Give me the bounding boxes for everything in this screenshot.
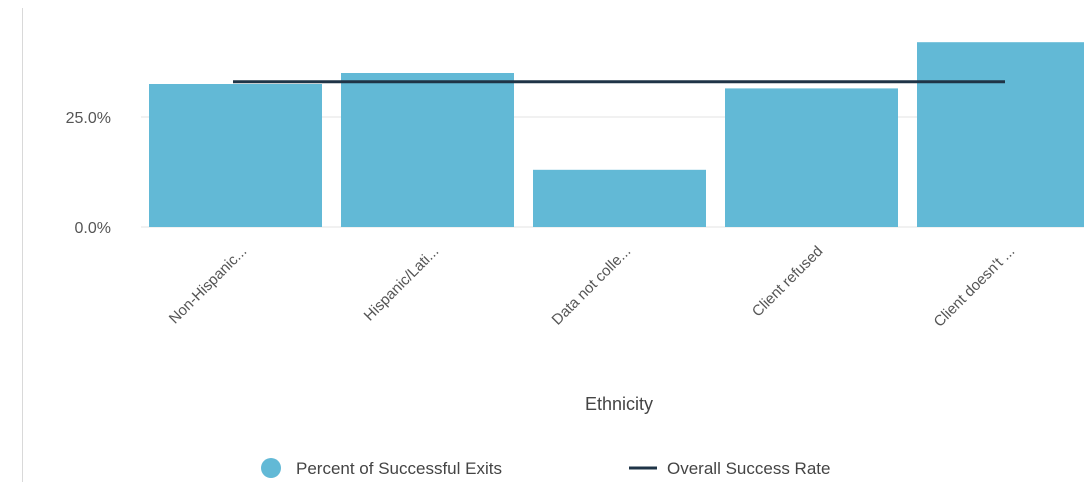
legend-swatch-bar	[261, 458, 281, 478]
legend-label: Percent of Successful Exits	[296, 459, 502, 478]
bar[interactable]	[725, 88, 898, 228]
x-tick-label: Hispanic/Lati...	[361, 243, 443, 325]
x-tick-label: Data not colle...	[549, 243, 635, 329]
x-axis-title: Ethnicity	[585, 394, 653, 414]
bars	[149, 42, 1084, 228]
x-axis: Non-Hispanic... Hispanic/Lati... Data not …	[166, 243, 1019, 331]
y-tick-label: 0.0%	[75, 220, 111, 237]
bar[interactable]	[917, 42, 1084, 228]
x-tick-label: Client doesn't ...	[931, 243, 1019, 331]
bar[interactable]	[149, 84, 322, 227]
left-divider	[22, 8, 23, 482]
y-tick-label: 25.0%	[66, 110, 111, 127]
bar[interactable]	[533, 169, 706, 227]
legend-label: Overall Success Rate	[667, 459, 830, 478]
legend: Percent of Successful Exits Overall Succe…	[261, 458, 830, 478]
x-tick-label: Non-Hispanic...	[166, 243, 251, 328]
y-axis: 0.0% 25.0%	[66, 110, 111, 237]
x-tick-label: Client refused	[749, 243, 826, 320]
bar[interactable]	[341, 73, 514, 227]
